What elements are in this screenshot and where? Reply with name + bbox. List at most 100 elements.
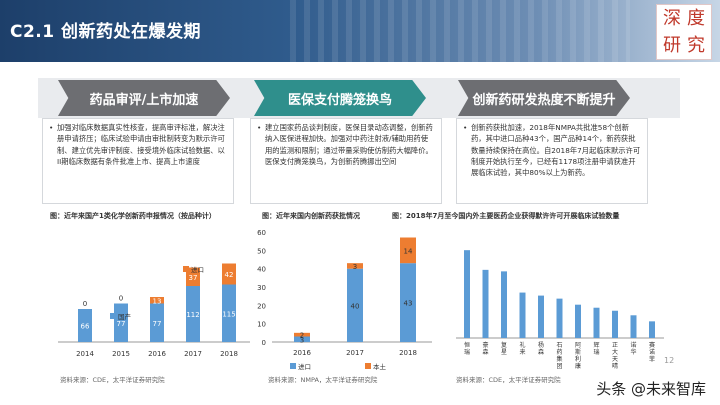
bullet-item: 创新药获批加速，2018年NMPA共批准58个创新药，其中进口品种43个，国产品… [463,122,641,178]
data-label: 3 [300,336,304,344]
bar-domestic [114,303,128,342]
logo-char: 研 [663,34,681,56]
bar-imported [150,297,164,304]
chart-caption: 图：2018年7月至今国内外主要医药企业获得默许许可开展临床试验数量 [392,212,620,220]
data-label: 43 [404,300,413,308]
data-label: 40 [351,302,360,310]
tick-label: 恒瑞 [464,341,470,356]
bar-imported [347,268,363,342]
data-label: 66 [81,323,90,331]
bar-imported [294,336,310,342]
legend-label: 国产 [118,312,132,321]
column-heading-rd: 创新药研发热度不断提升 [458,80,630,116]
bar-domestic [222,284,236,342]
legend-label: 进口 [191,266,204,274]
data-label: 77 [153,320,162,328]
legend-swatch [183,266,189,272]
data-label: 77 [117,320,126,328]
bar-company [556,298,563,338]
tick-label: 赛诺菲 [649,341,655,363]
tick-label: 石药集团 [556,342,562,370]
bar-company [593,307,600,338]
legend-label: 本土 [373,362,387,371]
data-label: 37 [189,274,198,282]
bar-company [649,321,655,338]
data-label: 3 [353,263,357,271]
footer-brand: 头条 @未来智库 [596,380,706,398]
tick-label: 豪森 [482,341,488,356]
column-text-insurance: 建立国家药品谈判制度，医保目录动态调整，创新药纳入医保进程加快。加强对中药注射液… [250,118,442,204]
bar-domestic [150,303,164,342]
bar-company [630,315,637,338]
column-heading-insurance: 医保支付腾笼换鸟 [254,80,426,116]
tick-label: 2014 [76,350,94,358]
y-tick-label: 50 [257,247,266,255]
y-tick-label: 30 [257,284,266,292]
logo-char: 度 [687,7,705,29]
bar-company [482,269,489,338]
bullet-item: 加强对临床数据真实性核查，提高审评标准，解决注册申请挤压；临床试验申请由审批制转… [49,122,227,167]
tick-label: 杨森 [538,341,544,356]
bar-company [519,292,526,338]
data-label: 115 [222,310,235,318]
y-tick-label: 60 [257,229,266,237]
data-label: 13 [153,297,162,305]
tick-label: 2016 [293,349,311,357]
tick-label: 正大天晴 [612,342,618,370]
chart-source: 资料来源：CDE，太平洋证券研究院 [456,376,561,384]
bar-company [464,250,470,338]
logo-char: 究 [687,34,705,56]
y-tick-label: 40 [257,266,266,274]
logo: 深 度 研 究 [656,4,712,60]
page-number: 12 [664,356,675,365]
legend-swatch [365,363,371,369]
bullet-item: 建立国家药品谈判制度，医保目录动态调整，创新药纳入医保进程加快。加强对中药注射液… [257,122,435,167]
y-tick-label: 0 [262,339,266,347]
y-tick-label: 10 [257,321,266,329]
tick-label: 2018 [399,349,417,357]
tick-label: 诺华 [630,341,636,356]
bar-local [347,263,363,269]
tick-label: 2018 [220,350,238,358]
y-tick-label: 20 [257,302,266,310]
bar-company [501,271,507,338]
tick-label: 礼来 [519,341,525,356]
legend-label: 进口 [298,363,311,371]
bar-domestic [186,286,200,342]
data-label: 0 [83,300,87,308]
data-label: 0 [119,295,123,303]
data-label: 14 [404,247,413,255]
data-label: 2 [300,332,304,340]
chart-caption: 图：近年来国产1类化学创新药申报情况（按品种计） [50,212,216,220]
legend-swatch [290,363,296,369]
page-title: C2.1 创新药处在爆发期 [10,22,202,42]
chart-source: 资料来源：CDE，太平洋证券研究院 [60,376,165,384]
column-text-review: 加强对临床数据真实性核查，提高审评标准，解决注册申请挤压；临床试验申请由审批制转… [42,118,234,204]
bar-local [294,332,310,337]
bar-imported [400,263,416,342]
legend-swatch [110,313,116,319]
tick-label: 2017 [346,349,364,357]
column-heading-review: 药品审评/上市加速 [58,80,230,116]
bar-company [538,295,544,338]
tick-label: 辉瑞 [593,341,599,356]
data-label: 112 [186,311,199,319]
tick-label: 阿斯利康 [575,341,581,370]
logo-char: 深 [663,7,681,29]
data-label: 42 [225,271,234,279]
tick-label: 2015 [112,350,130,358]
tick-label: 2017 [184,350,202,358]
chart-domestic-applications: 66 0 2014 77 0 2015 77 13 2016 112 37 2017 115 42 2018… [58,263,250,358]
bar-company [612,310,618,338]
bar-imported [222,263,236,285]
bar-imported [186,267,200,286]
bar-domestic [78,309,92,342]
title-bar-background-pattern [290,0,630,62]
title-bar: C2.1 创新药处在爆发期 深 度 研 究 [0,0,720,62]
bar-company [575,304,581,338]
bar-local [400,237,416,264]
chart-caption: 图：近年来国内创新药获批情况 [262,212,360,220]
column-text-rd: 创新药获批加速，2018年NMPA共批准58个创新药，其中进口品种43个，国产品… [456,118,648,204]
